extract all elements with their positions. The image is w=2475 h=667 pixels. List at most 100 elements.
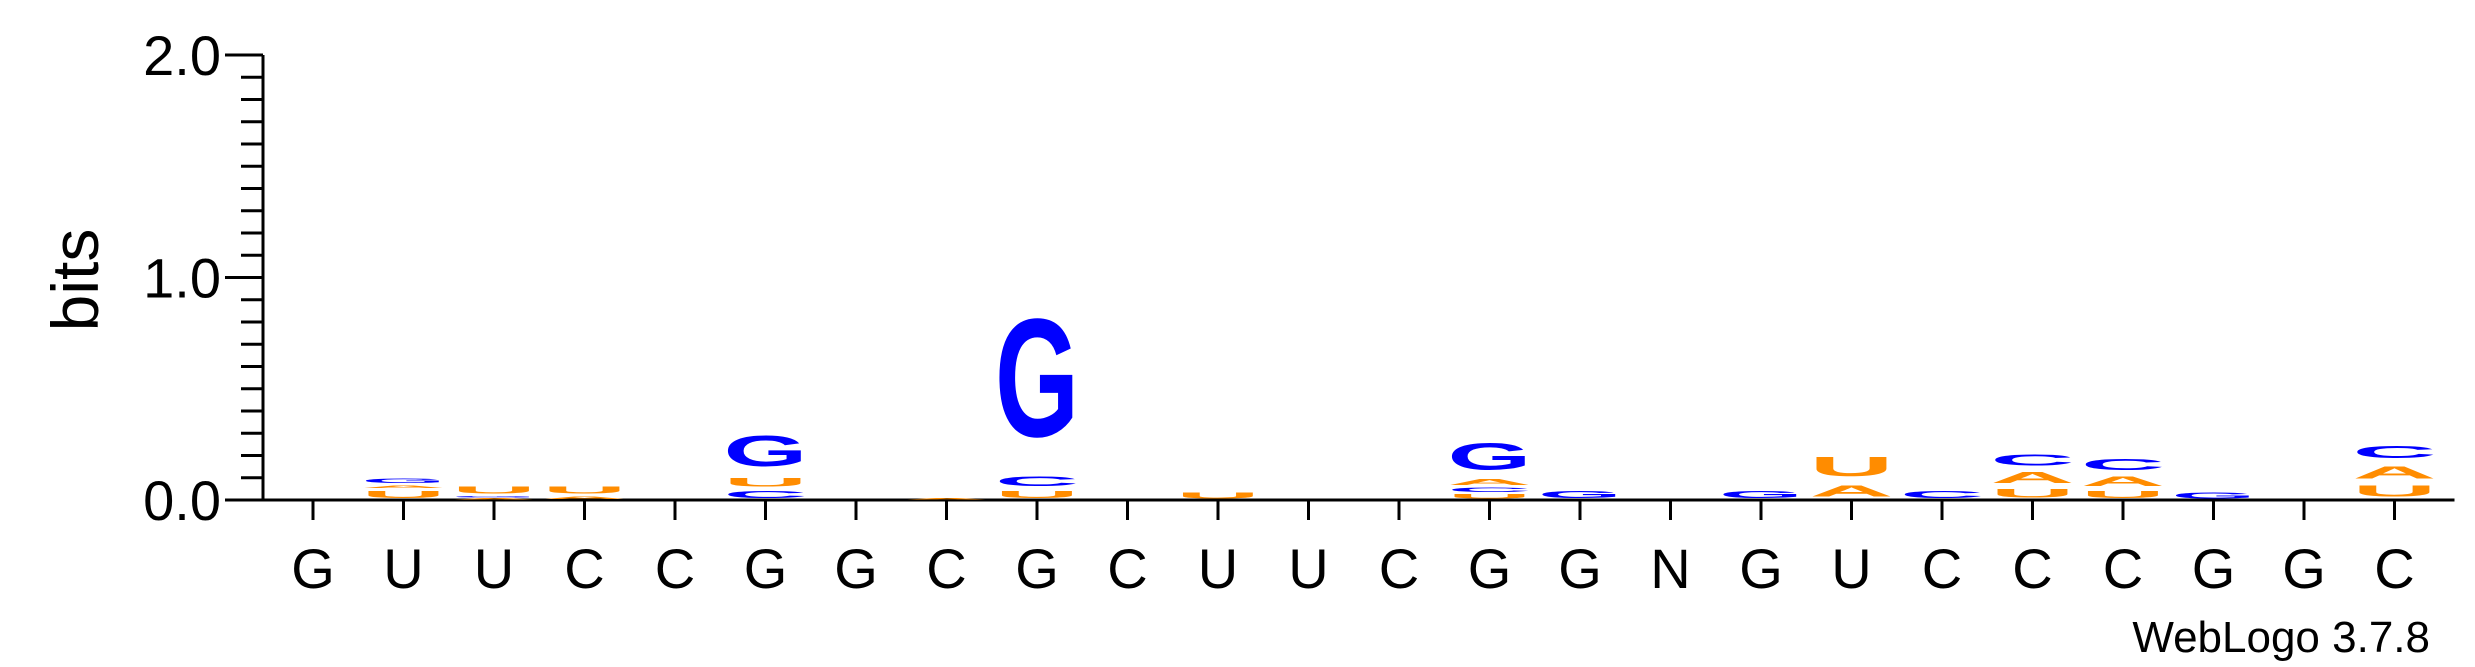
logo-letter-U: U <box>1176 491 1260 500</box>
x-tick-label: G <box>2192 537 2236 600</box>
svg-text:U: U <box>1991 487 2075 500</box>
x-tick-label: G <box>1558 537 1602 600</box>
logo-letter-C: C <box>724 489 808 500</box>
x-tick-label: G <box>1468 537 1512 600</box>
logo-letter-A: A <box>2353 462 2437 482</box>
svg-text:C: C <box>995 473 1079 489</box>
svg-text:U: U <box>1448 493 1532 500</box>
svg-text:U: U <box>362 489 446 500</box>
svg-text:G: G <box>2172 491 2256 500</box>
svg-text:G: G <box>362 478 446 485</box>
y-axis-label: bits <box>38 229 112 332</box>
x-tick-label: C <box>1107 537 1147 600</box>
logo-letter-U: U <box>1810 451 1894 482</box>
logo-letter-U: U <box>1448 493 1532 500</box>
y-tick-label: 2.0 <box>143 24 221 87</box>
logo-letter-A: A <box>1448 478 1532 487</box>
logo-letter-U: U <box>362 489 446 500</box>
x-tick-label: G <box>834 537 878 600</box>
logo-letter-G: G <box>1448 436 1532 478</box>
x-tick-label: G <box>744 537 788 600</box>
logo-letter-U: U <box>724 475 808 488</box>
logo-letter-A: A <box>362 484 446 488</box>
logo-letter-U: U <box>543 484 627 495</box>
y-tick-label: 1.0 <box>143 247 221 310</box>
x-tick-label: U <box>1198 537 1238 600</box>
svg-text:C: C <box>1990 451 2074 469</box>
svg-text:U: U <box>2352 482 2436 500</box>
logo-letter-G: G <box>362 478 446 485</box>
logo-letter-C: C <box>995 473 1079 489</box>
svg-text:A: A <box>2081 473 2165 489</box>
x-tick-label: C <box>655 537 695 600</box>
x-tick-label: C <box>1379 537 1419 600</box>
x-tick-label: C <box>926 537 966 600</box>
svg-text:A: A <box>1809 482 1893 500</box>
svg-text:A: A <box>543 496 627 500</box>
logo-letter-G: G <box>724 427 808 476</box>
x-tick-label: U <box>383 537 423 600</box>
x-tick-label: N <box>1650 537 1690 600</box>
logo-letter-A: A <box>904 498 988 500</box>
logo-letter-U: U <box>2352 482 2436 500</box>
logo-letter-G: G <box>1538 489 1622 500</box>
logo-letter-U: U <box>1991 487 2075 500</box>
svg-text:A: A <box>362 484 446 488</box>
logo-letter-C: C <box>2081 455 2165 473</box>
x-tick-label: G <box>1015 537 1059 600</box>
logo-letter-A: A <box>452 498 536 500</box>
svg-text:U: U <box>1810 451 1894 482</box>
logo-letter-U: U <box>2081 489 2165 500</box>
logo-letter-C: C <box>2353 442 2437 462</box>
x-tick-label: C <box>2012 537 2052 600</box>
weblogo-credit: WebLogo 3.7.8 <box>2132 613 2430 662</box>
svg-text:G: G <box>1538 489 1622 500</box>
svg-text:A: A <box>2353 462 2437 482</box>
logo-letter-C: C <box>1990 451 2074 469</box>
svg-text:C: C <box>1900 489 1984 500</box>
x-tick-label: C <box>2103 537 2143 600</box>
svg-text:U: U <box>724 475 808 488</box>
logo-letter-G: G <box>452 496 536 498</box>
x-tick-label: G <box>2282 537 2326 600</box>
logo-letter-G: G <box>2172 491 2256 500</box>
svg-text:G: G <box>1719 489 1803 500</box>
logo-letter-A: A <box>1809 482 1893 500</box>
logo-letter-U: U <box>995 489 1079 500</box>
x-tick-label: G <box>1739 537 1783 600</box>
x-tick-label: U <box>474 537 514 600</box>
logo-letter-U: U <box>452 484 536 495</box>
x-tick-label: G <box>291 537 335 600</box>
x-tick-label: C <box>1922 537 1962 600</box>
x-tick-label: C <box>564 537 604 600</box>
logo-letter-A: A <box>543 496 627 500</box>
svg-text:A: A <box>1990 469 2074 487</box>
x-tick-label: U <box>1831 537 1871 600</box>
logo-letter-A: A <box>2081 473 2165 489</box>
x-tick-label: U <box>1288 537 1328 600</box>
svg-text:A: A <box>1448 478 1532 487</box>
logo-letter-G: G <box>1719 489 1803 500</box>
svg-text:C: C <box>2081 455 2165 473</box>
logo-letter-C: C <box>1900 489 1984 500</box>
svg-text:U: U <box>995 489 1079 500</box>
svg-text:G: G <box>724 427 808 476</box>
logo-letter-A: A <box>1990 469 2074 487</box>
svg-text:G: G <box>995 285 1079 473</box>
svg-text:U: U <box>2081 489 2165 500</box>
svg-text:C: C <box>724 489 808 500</box>
svg-text:A: A <box>904 498 988 500</box>
y-tick-label: 0.0 <box>143 469 221 532</box>
svg-text:C: C <box>2353 442 2437 462</box>
svg-text:C: C <box>1448 487 1532 494</box>
svg-text:G: G <box>452 496 536 498</box>
svg-text:U: U <box>543 484 627 495</box>
svg-text:U: U <box>452 484 536 495</box>
y-axis: 0.0 1.0 2.0 <box>143 24 265 532</box>
x-tick-label: C <box>2374 537 2414 600</box>
logo-letter-G: G <box>995 285 1079 473</box>
logo-letter-C: C <box>1448 487 1532 494</box>
